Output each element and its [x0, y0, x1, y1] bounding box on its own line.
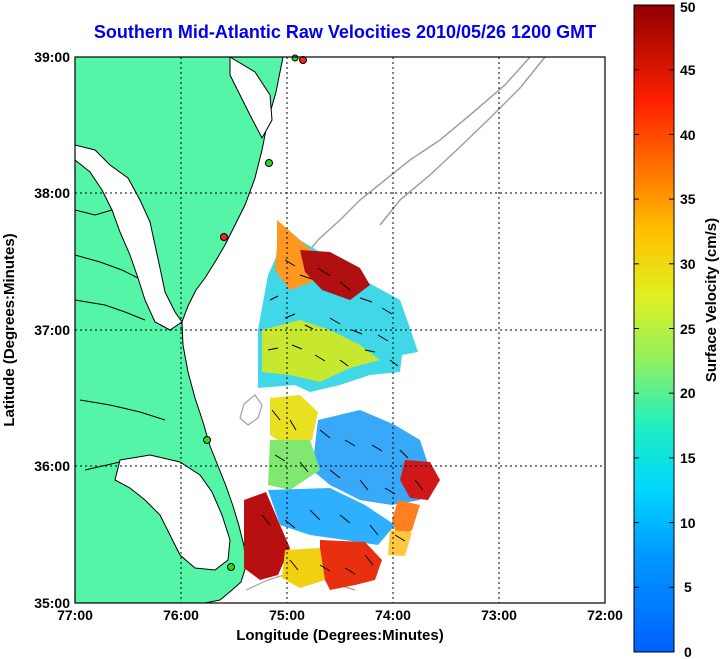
- bathymetry-contour: [299, 57, 531, 263]
- y-tick: 37:00: [34, 322, 70, 338]
- colorbar-tick: 25: [680, 321, 696, 337]
- rivers: [75, 209, 166, 471]
- velocity-vectors: [261, 259, 424, 575]
- colorbar-tick: 5: [684, 579, 692, 595]
- station-marker: [291, 54, 299, 62]
- bathymetry-contour-2: [379, 57, 546, 226]
- x-tick: 75:00: [269, 607, 305, 623]
- pamlico-sound: [114, 454, 231, 571]
- colorbar-tick: 15: [680, 450, 696, 466]
- colorbar-tick: 0: [684, 644, 692, 659]
- y-axis-label: Latitude (Degrees:Minutes): [1, 233, 18, 426]
- colorbar-tick: 45: [680, 62, 696, 78]
- x-tick: 72:00: [587, 607, 623, 623]
- colorbar-tick: 20: [680, 385, 696, 401]
- delaware-bay: [229, 57, 273, 140]
- colorbar-tick: 40: [680, 127, 696, 143]
- bathymetry-contour-3: [239, 394, 263, 426]
- colorbar-tick: 30: [680, 256, 696, 272]
- colorbar-tick: 35: [680, 191, 696, 207]
- colorbar-tick-labels: 50 45 40 35 30 25 20 15 10 5 0: [680, 0, 696, 659]
- colorbar-tick: 50: [680, 0, 696, 15]
- y-tick: 36:00: [34, 458, 70, 474]
- station-marker: [203, 436, 211, 444]
- colorbar-tick: 10: [680, 515, 696, 531]
- x-tick: 74:00: [375, 607, 411, 623]
- map-grid: [75, 57, 605, 603]
- colorbar: [633, 4, 675, 653]
- colorbar-tick-marks: [634, 4, 674, 653]
- plot-frame: [74, 56, 606, 604]
- y-tick: 38:00: [34, 185, 70, 201]
- x-tick: 73:00: [481, 607, 517, 623]
- velocity-field: [244, 220, 440, 590]
- x-tick: 76:00: [163, 607, 199, 623]
- station-marker: [220, 233, 228, 241]
- x-tick: 77:00: [57, 607, 93, 623]
- chesapeake-bay: [75, 144, 183, 331]
- y-tick: 35:00: [34, 595, 70, 611]
- y-tick-labels: 39:00 38:00 37:00 36:00 35:00: [34, 49, 70, 611]
- x-axis-label: Longitude (Degrees:Minutes): [236, 627, 444, 644]
- map-title: Southern Mid-Atlantic Raw Velocities 201…: [93, 22, 597, 42]
- station-marker: [227, 563, 235, 571]
- y-tick: 39:00: [34, 49, 70, 65]
- colorbar-label: Surface Velocity (cm/s): [703, 218, 720, 382]
- station-marker: [265, 159, 273, 167]
- x-tick-labels: 77:00 76:00 75:00 74:00 73:00 72:00: [57, 607, 623, 623]
